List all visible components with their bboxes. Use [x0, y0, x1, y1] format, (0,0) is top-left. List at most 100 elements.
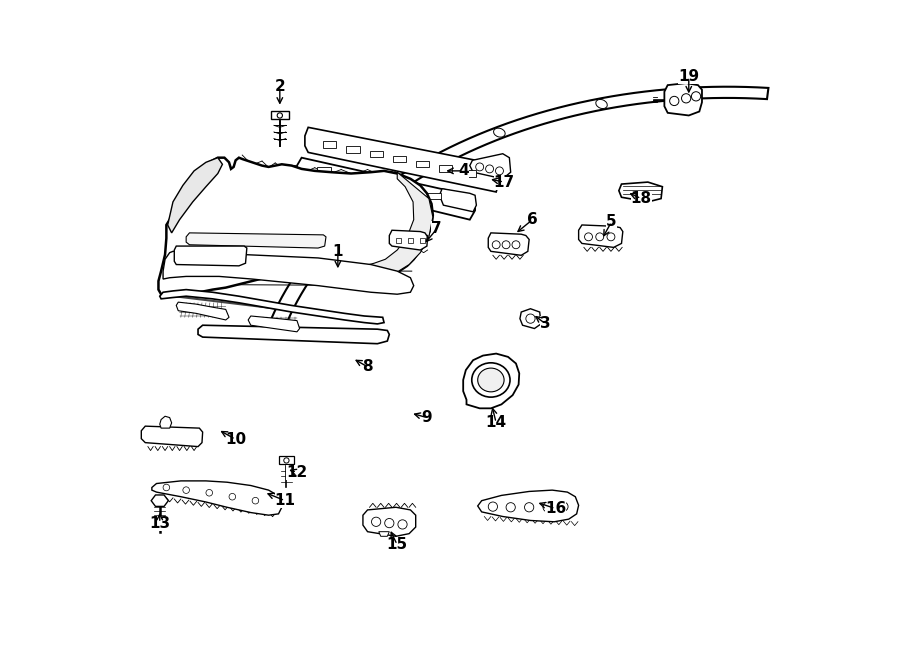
Polygon shape	[297, 158, 475, 219]
Polygon shape	[152, 481, 282, 515]
Text: 11: 11	[274, 493, 295, 508]
Polygon shape	[664, 83, 702, 116]
Bar	[392, 156, 406, 163]
Polygon shape	[364, 173, 433, 278]
Circle shape	[492, 241, 500, 249]
Circle shape	[526, 314, 536, 323]
Polygon shape	[619, 182, 662, 202]
Circle shape	[398, 194, 407, 204]
Bar	[372, 180, 386, 186]
Bar	[323, 141, 337, 147]
Bar	[317, 167, 331, 173]
Bar	[463, 171, 475, 177]
Circle shape	[183, 487, 190, 493]
Text: 2: 2	[274, 79, 285, 94]
Text: 5: 5	[607, 214, 616, 229]
Polygon shape	[176, 302, 229, 320]
Circle shape	[398, 520, 407, 529]
Ellipse shape	[493, 128, 505, 137]
Text: 14: 14	[486, 415, 507, 430]
Text: 4: 4	[458, 163, 469, 178]
Circle shape	[252, 497, 258, 504]
Bar	[346, 146, 360, 153]
Circle shape	[681, 94, 691, 103]
Circle shape	[324, 176, 333, 186]
Polygon shape	[478, 490, 579, 522]
Circle shape	[543, 502, 553, 512]
Text: 8: 8	[362, 360, 373, 374]
Polygon shape	[151, 495, 168, 506]
Text: 13: 13	[149, 516, 170, 531]
Circle shape	[486, 165, 493, 173]
Text: 3: 3	[540, 317, 551, 331]
Polygon shape	[464, 354, 519, 408]
Text: 7: 7	[431, 221, 442, 237]
Text: 10: 10	[225, 432, 247, 447]
Circle shape	[596, 233, 604, 241]
Text: 12: 12	[286, 465, 308, 480]
Text: 18: 18	[631, 191, 652, 206]
Bar	[400, 186, 414, 192]
Ellipse shape	[596, 99, 608, 108]
Polygon shape	[160, 416, 172, 428]
Circle shape	[229, 493, 236, 500]
Text: 15: 15	[387, 537, 408, 553]
Polygon shape	[363, 507, 416, 536]
Bar	[344, 173, 359, 179]
Circle shape	[691, 92, 701, 101]
Polygon shape	[390, 230, 428, 250]
Circle shape	[607, 233, 615, 241]
Circle shape	[384, 518, 394, 527]
Bar	[419, 238, 425, 243]
Ellipse shape	[478, 368, 504, 392]
Polygon shape	[141, 426, 202, 447]
Polygon shape	[439, 188, 476, 212]
Polygon shape	[268, 87, 769, 329]
Polygon shape	[470, 154, 510, 178]
Bar	[396, 238, 401, 243]
Text: 17: 17	[493, 175, 515, 190]
Polygon shape	[520, 309, 541, 329]
Polygon shape	[163, 251, 414, 294]
Circle shape	[512, 241, 520, 249]
Bar	[408, 238, 413, 243]
Ellipse shape	[472, 363, 510, 397]
Text: 1: 1	[333, 244, 343, 259]
Polygon shape	[489, 233, 529, 255]
Circle shape	[670, 97, 679, 106]
Bar	[427, 193, 441, 199]
Polygon shape	[158, 158, 433, 296]
Bar	[370, 151, 382, 157]
Circle shape	[163, 485, 170, 490]
Circle shape	[559, 502, 568, 511]
Bar	[439, 165, 453, 172]
Polygon shape	[305, 128, 500, 192]
Circle shape	[506, 502, 516, 512]
Polygon shape	[271, 111, 289, 120]
Text: 19: 19	[679, 69, 699, 84]
Polygon shape	[175, 246, 247, 266]
Circle shape	[372, 517, 381, 526]
Polygon shape	[248, 316, 300, 332]
Circle shape	[496, 167, 503, 175]
Text: 9: 9	[421, 410, 432, 425]
Polygon shape	[186, 233, 326, 248]
Circle shape	[362, 186, 371, 195]
Polygon shape	[160, 290, 384, 324]
Polygon shape	[579, 225, 623, 247]
Text: 16: 16	[544, 501, 566, 516]
Circle shape	[489, 502, 498, 511]
Polygon shape	[198, 325, 390, 344]
Circle shape	[284, 458, 289, 463]
Polygon shape	[379, 531, 390, 536]
Circle shape	[476, 163, 483, 171]
Circle shape	[525, 502, 534, 512]
Circle shape	[502, 241, 510, 249]
Bar	[416, 161, 429, 167]
Circle shape	[206, 489, 212, 496]
Circle shape	[277, 113, 283, 118]
Polygon shape	[278, 457, 294, 465]
Circle shape	[585, 233, 592, 241]
Polygon shape	[167, 158, 222, 233]
Text: 6: 6	[527, 212, 538, 227]
